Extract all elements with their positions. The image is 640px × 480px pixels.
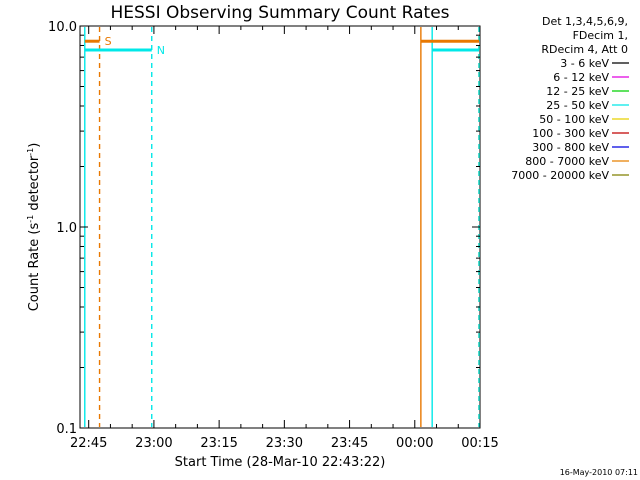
x-axis-title: Start Time (28-Mar-10 22:43:22) [175, 455, 386, 470]
x-tick-labels: 22:45 23:00 23:15 23:30 23:45 00:00 00:15 [70, 436, 499, 451]
footer-date: 16-May-2010 07:11 [560, 468, 638, 477]
axis-ticks [80, 25, 481, 429]
flag-bars: SN [84, 35, 479, 57]
x-tick-label: 23:45 [331, 436, 368, 451]
y-tick-labels: 10.0 1.0 0.1 [48, 20, 77, 437]
chart-title: HESSI Observing Summary Count Rates [110, 3, 449, 23]
y-axis-title: Count Rate (s-1 detector-1) [26, 143, 42, 312]
legend-label: 25 - 50 keV [546, 99, 609, 112]
legend-label: 7000 - 20000 keV [511, 169, 609, 182]
x-tick-label: 22:45 [70, 436, 107, 451]
legend-header: Det 1,3,4,5,6,9,FDecim 1,RDecim 4, Att 0 [541, 15, 628, 56]
x-tick-label: 00:15 [461, 436, 498, 451]
legend-label: 800 - 7000 keV [525, 155, 609, 168]
vertical-markers [84, 27, 480, 427]
legend-header-line: RDecim 4, Att 0 [541, 43, 628, 56]
legend-header-line: FDecim 1, [573, 29, 628, 42]
y-tick-label: 1.0 [56, 221, 77, 236]
y-tick-label: 0.1 [56, 422, 77, 437]
legend-label: 300 - 800 keV [532, 141, 609, 154]
x-tick-label: 23:30 [266, 436, 303, 451]
flag-label-n: N [157, 44, 165, 57]
legend-label: 100 - 300 keV [532, 127, 609, 140]
y-tick-label: 10.0 [48, 20, 77, 35]
legend-label: 6 - 12 keV [553, 71, 609, 84]
legend-label: 3 - 6 keV [560, 57, 609, 70]
legend-label: 12 - 25 keV [546, 85, 609, 98]
x-tick-label: 00:00 [396, 436, 433, 451]
x-tick-label: 23:00 [135, 436, 172, 451]
legend-header-line: Det 1,3,4,5,6,9, [542, 15, 628, 28]
legend-label: 50 - 100 keV [539, 113, 609, 126]
x-tick-label: 23:15 [200, 436, 237, 451]
flag-label-s: S [105, 35, 112, 48]
